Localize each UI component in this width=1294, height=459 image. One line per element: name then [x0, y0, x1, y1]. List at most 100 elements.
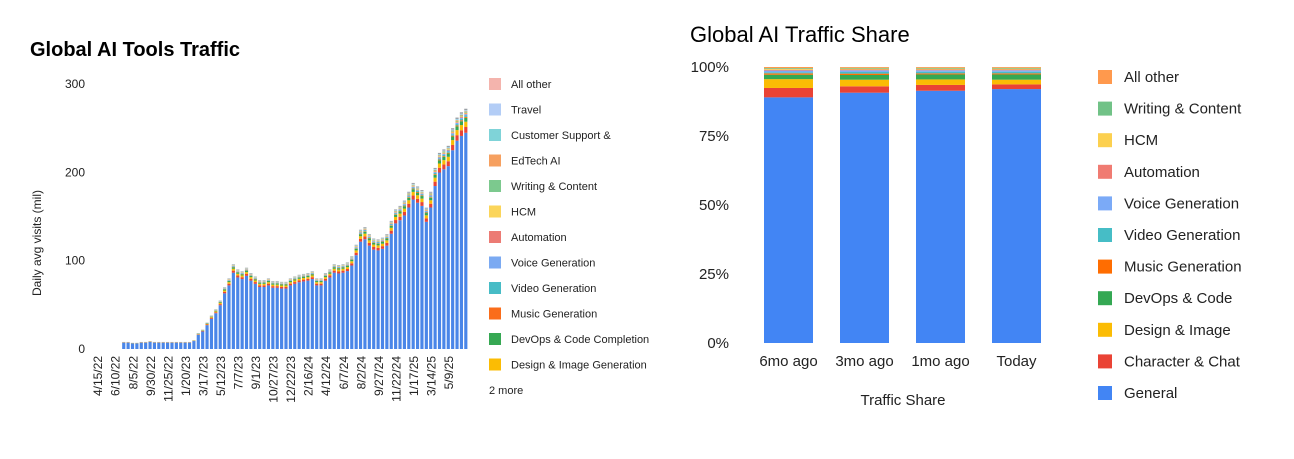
bar-segment — [451, 150, 454, 349]
bar-segment — [916, 68, 965, 69]
legend-item[interactable]: HCM — [1098, 132, 1158, 149]
legend-item[interactable]: Writing & Content — [489, 180, 597, 193]
legend-item[interactable]: Voice Generation — [489, 257, 595, 270]
legend-swatch — [1098, 133, 1112, 147]
bar-segment — [241, 279, 244, 349]
bar — [258, 280, 261, 349]
bar-segment — [306, 276, 309, 277]
legend-item[interactable]: Design & Image Generation — [489, 359, 647, 372]
y-tick-label: 100% — [691, 59, 729, 76]
legend-item[interactable]: Music Generation — [489, 308, 597, 321]
bars — [122, 109, 467, 349]
legend-item[interactable]: EdTech AI — [489, 155, 561, 168]
legend[interactable]: All other Travel Customer Support & EdTech … — [489, 78, 649, 397]
bar — [394, 209, 397, 349]
legend-item[interactable]: Design & Image — [1098, 322, 1231, 339]
legend-item[interactable]: Video Generation — [1098, 227, 1240, 244]
bar — [381, 238, 384, 349]
bar — [262, 280, 265, 349]
legend-item[interactable]: Automation — [489, 231, 567, 244]
legend-item[interactable]: DevOps & Code — [1098, 290, 1232, 307]
bar-segment — [298, 282, 301, 349]
legend-item[interactable]: Writing & Content — [1098, 101, 1242, 118]
legend[interactable]: All other Writing & Content HCM Automation V… — [1098, 69, 1242, 402]
bar-segment — [337, 273, 340, 349]
bar-segment — [394, 209, 397, 210]
bar — [192, 340, 195, 349]
legend-item[interactable]: HCM — [489, 206, 536, 219]
bar-segment — [306, 281, 309, 349]
bar-segment — [341, 264, 344, 265]
legend-item[interactable]: Character & Chat — [1098, 353, 1241, 370]
bar-segment — [289, 285, 292, 349]
bar-segment — [144, 343, 147, 349]
legend-more-link[interactable]: 2 more — [489, 385, 523, 397]
legend-item[interactable]: DevOps & Code Completion — [489, 333, 649, 346]
bar-segment — [916, 74, 965, 79]
bar-segment — [447, 148, 450, 149]
bar-segment — [302, 281, 305, 349]
legend-item[interactable]: All other — [1098, 69, 1179, 86]
bar — [249, 273, 252, 349]
legend-item[interactable]: General — [1098, 385, 1177, 402]
bar-segment — [381, 246, 384, 249]
legend-item[interactable]: Automation — [1098, 164, 1200, 181]
bar-segment — [276, 285, 279, 287]
bar-segment — [170, 343, 173, 349]
bar-segment — [455, 126, 458, 130]
bar-segment — [412, 186, 415, 187]
bar-segment — [249, 277, 252, 279]
bar-segment — [451, 133, 454, 134]
bar-segment — [451, 130, 454, 131]
bar-segment — [341, 271, 344, 273]
bar-segment — [992, 72, 1041, 74]
bar-segment — [394, 214, 397, 215]
bar-segment — [324, 276, 327, 277]
bar-segment — [438, 168, 441, 173]
bar-segment — [328, 277, 331, 349]
bar-segment — [442, 155, 445, 156]
bar-segment — [420, 202, 423, 206]
legend-item[interactable]: Customer Support & — [489, 129, 611, 142]
bar-segment — [355, 249, 358, 251]
legend-item[interactable]: Travel — [489, 104, 541, 117]
bar-segment — [460, 112, 463, 113]
bar-segment — [438, 153, 441, 154]
x-tick-label: 4/12/24 — [319, 356, 333, 396]
bar-segment — [385, 239, 388, 241]
bar-segment — [179, 343, 182, 349]
bar-segment — [197, 335, 200, 349]
bar-segment — [131, 343, 134, 349]
bar-segment — [337, 270, 340, 272]
legend-item[interactable]: Video Generation — [489, 282, 596, 295]
legend-item[interactable]: All other — [489, 78, 552, 91]
bar — [337, 265, 340, 349]
legend-swatch — [489, 206, 501, 218]
bar-segment — [447, 149, 450, 150]
bar-segment — [447, 147, 450, 148]
bar-segment — [455, 135, 458, 141]
bar-segment — [328, 276, 331, 278]
bar — [184, 342, 187, 349]
legend-item[interactable]: Voice Generation — [1098, 195, 1239, 212]
bar-segment — [403, 209, 406, 212]
bar-segment — [464, 127, 467, 133]
bar-segment — [258, 283, 261, 284]
x-tick-label: 10/27/23 — [267, 356, 281, 403]
bar-segment — [464, 111, 467, 112]
legend-label: DevOps & Code Completion — [511, 334, 649, 346]
bar-segment — [363, 230, 366, 231]
bar — [306, 273, 309, 349]
bar-segment — [403, 205, 406, 206]
bar-segment — [425, 218, 428, 221]
bar — [442, 149, 445, 349]
bar — [219, 300, 222, 349]
bar-segment — [346, 271, 349, 349]
bar-segment — [377, 242, 380, 243]
bar-segment — [293, 280, 296, 282]
bar-segment — [434, 171, 437, 172]
legend-item[interactable]: Music Generation — [1098, 259, 1242, 276]
bar-segment — [333, 269, 336, 271]
bar-segment — [359, 230, 362, 231]
